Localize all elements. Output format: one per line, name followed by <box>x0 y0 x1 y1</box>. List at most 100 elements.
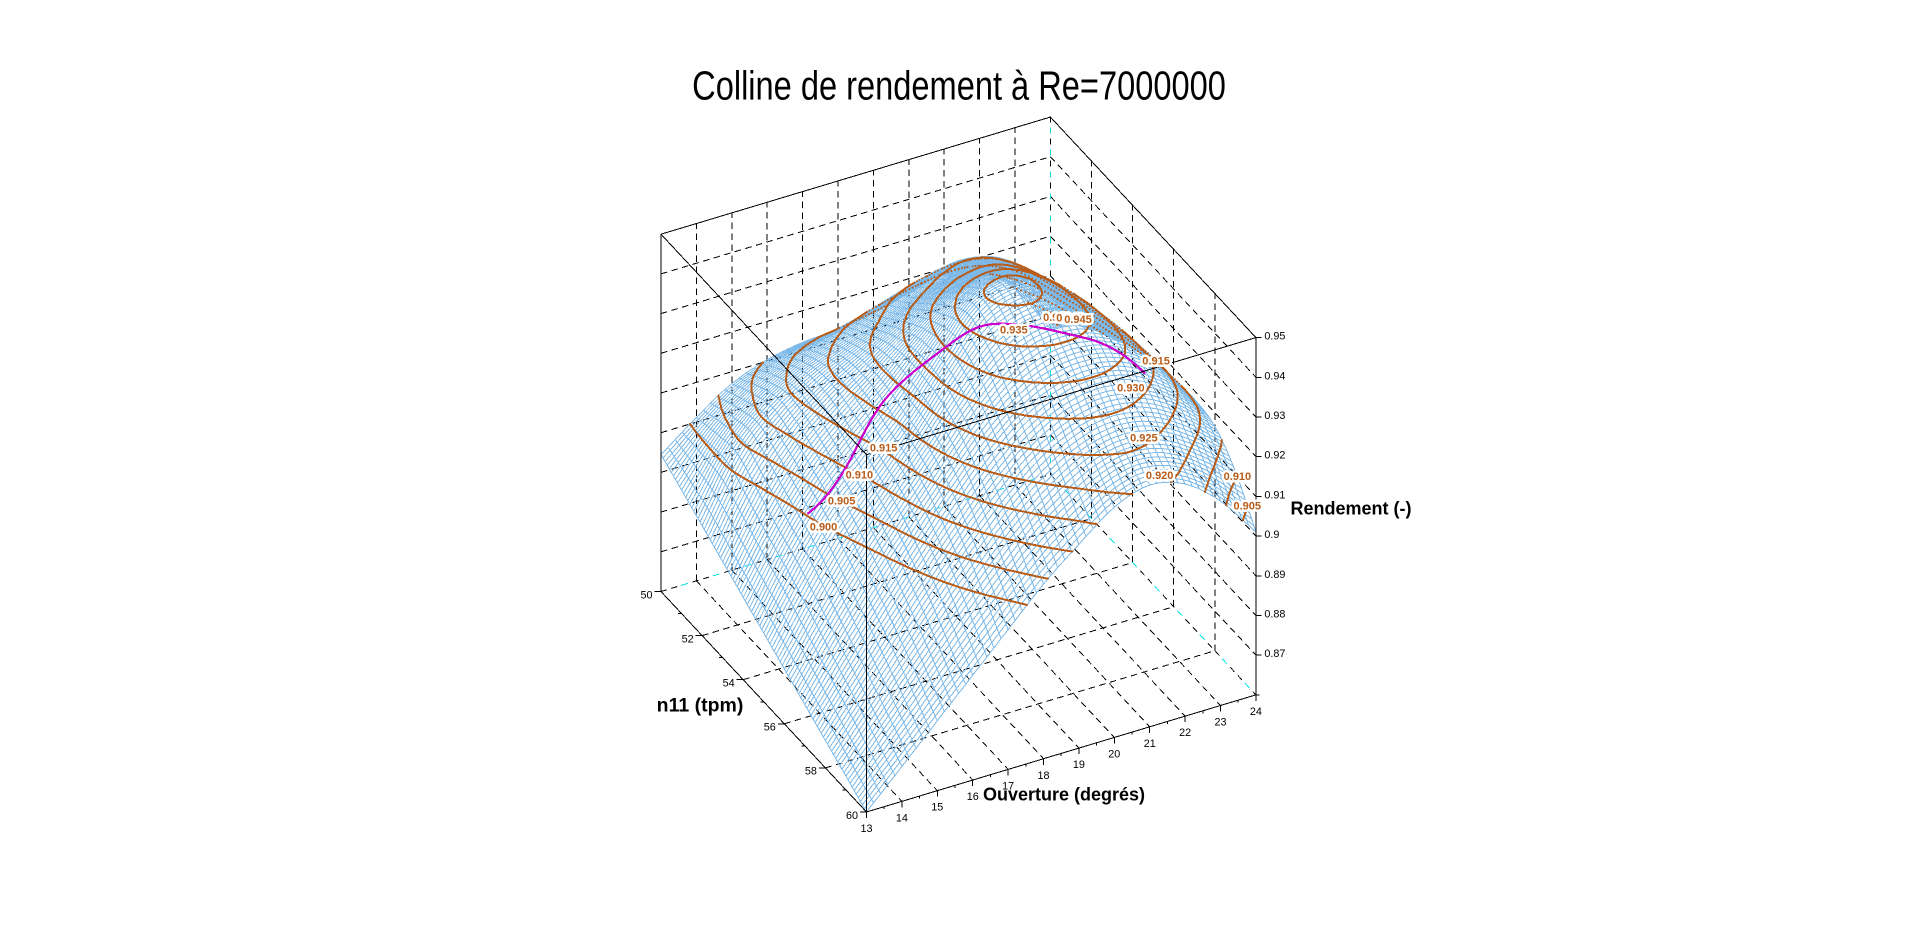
contour-segment <box>1110 365 1116 370</box>
contour-segment <box>1108 491 1118 494</box>
contour-dot-hidden <box>1102 326 1105 329</box>
contour-dot-hidden <box>1122 331 1125 334</box>
contour-segment <box>1171 412 1175 417</box>
contour-dot-hidden <box>1169 374 1172 377</box>
contour-label: 0.905 <box>828 496 856 508</box>
contour-dot-hidden <box>1057 314 1060 317</box>
contour-dot-hidden <box>1052 285 1055 288</box>
contour-dot-hidden <box>879 303 882 306</box>
contour-dot-hidden <box>1147 352 1150 355</box>
contour-dot-hidden <box>1122 340 1125 343</box>
contour-dot-hidden <box>943 266 946 269</box>
contour-dot-hidden <box>1049 280 1052 283</box>
contour-dot-hidden <box>855 319 858 322</box>
contour-dot-hidden <box>1026 270 1029 273</box>
wall-grid-line <box>660 235 1051 354</box>
contour-dot-hidden <box>1070 313 1073 316</box>
contour-segment <box>903 318 907 323</box>
contour-dot-hidden <box>1081 313 1084 316</box>
contour-dot-hidden <box>1059 299 1062 302</box>
floor-grid-line <box>1014 484 1221 706</box>
contour-dot-hidden <box>1042 279 1045 282</box>
contour-dot-hidden <box>1047 300 1050 303</box>
contour-dot-hidden <box>1033 273 1036 276</box>
contour-segment <box>932 300 937 306</box>
y-tick-label: 52 <box>682 633 694 645</box>
contour-dot-hidden <box>1092 326 1095 329</box>
contour-label: 0.900 <box>810 522 838 534</box>
mesh-line <box>798 336 1189 695</box>
wall-grid-line <box>660 195 1051 315</box>
contour-dot-hidden <box>880 307 883 310</box>
contour-dot-hidden <box>1038 306 1041 309</box>
mesh-line <box>820 383 1211 734</box>
contour-segment <box>1076 378 1087 382</box>
contour-segment <box>760 361 764 366</box>
contour-dot-hidden <box>1054 304 1057 307</box>
contour-segment <box>1047 515 1056 519</box>
contour-dot-hidden <box>1084 315 1087 318</box>
z-tick-label: 0.94 <box>1264 370 1285 382</box>
mesh-line <box>851 451 1242 788</box>
box-edge <box>660 233 867 456</box>
contour-segment <box>1006 343 1016 347</box>
contour-label: 0.925 <box>1130 432 1158 444</box>
contour-segment <box>1055 484 1065 488</box>
z-tick-label: 0.91 <box>1264 489 1285 501</box>
contour-dot-hidden <box>1093 315 1096 318</box>
contour-dot-hidden <box>943 272 946 275</box>
contour-dot-hidden <box>953 268 956 271</box>
contour-dot-hidden <box>1013 278 1016 281</box>
contour-segment <box>912 281 916 285</box>
wall-grid-line <box>660 156 1051 275</box>
contour-segment <box>1133 401 1137 405</box>
wall-grid-line <box>1050 434 1257 656</box>
contour-segment <box>1150 379 1153 384</box>
contour-dot-hidden <box>1128 344 1131 347</box>
contour-segment <box>1184 456 1188 461</box>
contour-dot-hidden <box>1147 355 1150 358</box>
contour-dot-hidden <box>1062 301 1065 304</box>
contour-segment <box>1012 378 1021 382</box>
mesh-line <box>829 401 1220 748</box>
contour-dot-hidden <box>1102 314 1105 317</box>
contour-segment <box>1041 576 1049 580</box>
contour-dot-hidden <box>998 266 1001 269</box>
contour-segment <box>978 271 988 277</box>
contour-segment <box>1060 380 1071 384</box>
contour-dot-hidden <box>1105 316 1108 319</box>
contour-dot-hidden <box>940 273 943 276</box>
contour-segment <box>1052 451 1062 455</box>
contour-dot-hidden <box>874 305 877 308</box>
contour-dot-hidden <box>1034 304 1037 307</box>
contour-dot-hidden <box>1040 317 1043 320</box>
contour-dot-hidden <box>1065 303 1068 306</box>
contour-dot-hidden <box>1102 332 1105 335</box>
contour-dot-hidden <box>1057 306 1060 309</box>
contour-dot-hidden <box>902 291 905 294</box>
contour-dot-hidden <box>930 277 933 280</box>
contour-dot-hidden <box>1108 321 1111 324</box>
mesh-line <box>794 328 1185 688</box>
contour-dot-hidden <box>1116 336 1119 339</box>
contour-dot-hidden <box>1129 337 1132 340</box>
contour-dot-hidden <box>1090 318 1093 321</box>
contour-dot-hidden <box>1162 367 1165 370</box>
contour-dot-hidden <box>1111 332 1114 335</box>
contour-dot-hidden <box>1080 299 1083 302</box>
contour-dot-hidden <box>1004 267 1007 270</box>
contour-dot-hidden <box>964 260 967 263</box>
contour-segment <box>1190 443 1194 448</box>
contour-dot-hidden <box>1064 292 1067 295</box>
contour-dot-hidden <box>872 310 875 313</box>
mesh-line <box>812 365 1203 720</box>
contour-dot-hidden <box>891 296 894 299</box>
contour-dot-hidden <box>1001 266 1004 269</box>
contour-dot-hidden <box>1036 287 1039 290</box>
x-tick-label: 18 <box>1037 770 1049 782</box>
mesh-line <box>822 388 1214 738</box>
contour-label: 0.910 <box>1224 471 1252 483</box>
contour-dot-hidden <box>1113 323 1116 325</box>
contour-segment <box>1232 478 1237 484</box>
mesh-line <box>816 374 1207 727</box>
